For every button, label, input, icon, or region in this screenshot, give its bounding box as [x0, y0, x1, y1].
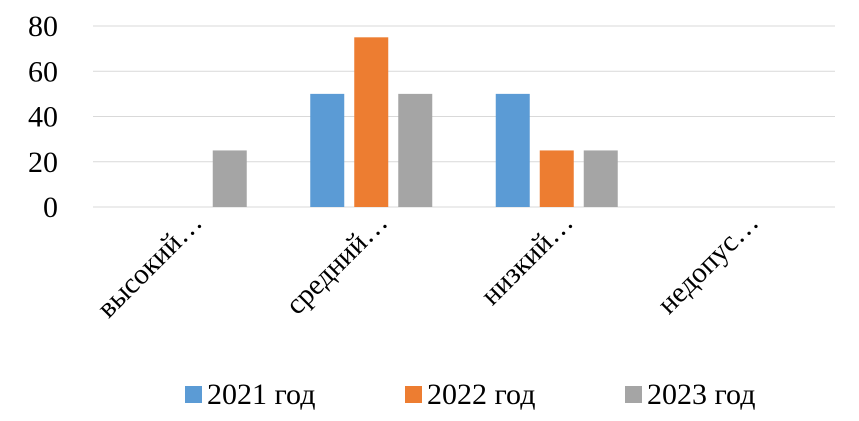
- y-axis-tick-labels: 0 20 40 60 80: [28, 10, 58, 224]
- y-tick-label: 60: [28, 55, 58, 88]
- legend-label: 2021 год: [207, 378, 315, 411]
- legend: 2021 год 2022 год 2023 год: [185, 378, 755, 411]
- bar: [310, 93, 345, 207]
- x-axis-tick-labels: высокий… средний… низкий… недопус…: [91, 206, 765, 324]
- x-tick-label: средний…: [280, 206, 395, 321]
- legend-swatch: [185, 386, 202, 403]
- bar: [398, 93, 433, 207]
- legend-label: 2023 год: [647, 378, 755, 411]
- legend-label: 2022 год: [427, 378, 535, 411]
- gridlines: [93, 25, 835, 208]
- bar: [495, 93, 530, 207]
- y-tick-label: 40: [28, 101, 58, 134]
- legend-swatch: [405, 386, 422, 403]
- bar: [212, 150, 247, 207]
- bar: [583, 150, 618, 207]
- x-tick-label: высокий…: [91, 206, 209, 324]
- x-tick-label: недопус…: [651, 206, 765, 320]
- y-tick-label: 0: [43, 191, 58, 224]
- legend-swatch: [625, 386, 642, 403]
- bars: [212, 37, 618, 207]
- bar: [354, 37, 389, 207]
- x-tick-label: низкий…: [475, 206, 580, 311]
- y-tick-label: 80: [28, 10, 58, 43]
- y-tick-label: 20: [28, 146, 58, 179]
- bar: [539, 150, 574, 207]
